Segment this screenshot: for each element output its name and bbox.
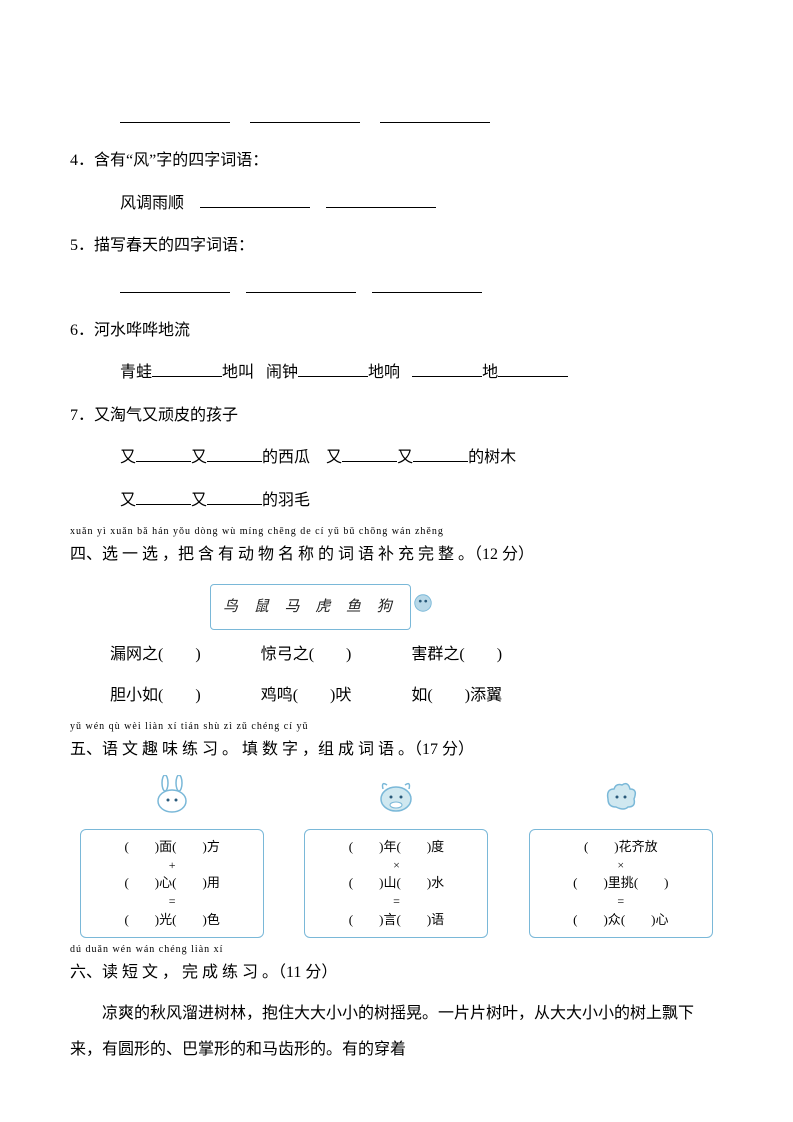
section6-passage: 凉爽的秋风溜进树林，抱住大大小小的树摇晃。一片片树叶，从大大小小的树上飘下来，有… [70,996,723,1066]
section5-heading: yǔ wén qù wèi liàn xí tián shù zì zǔ ché… [70,731,723,769]
section4-points: （12 分） [474,546,534,563]
blank[interactable] [326,191,436,208]
blank[interactable] [412,360,482,377]
q5-number: 5． [70,237,94,254]
blank[interactable] [207,488,262,505]
q4-title: 4．含有“风”字的四字词语： [70,142,723,180]
section4-row2: 胆小如( ) 鸡鸣( )吠 如( )添翼 [70,677,723,715]
blank[interactable] [120,276,230,293]
math-box-2: ( )年( )度 × ( )山( )水 = ( )言( )语 [304,829,488,938]
wordbank-icon [412,587,434,630]
blank[interactable] [200,191,310,208]
section4-wordbank: 鸟 鼠 马 虎 鱼 狗 [210,584,411,630]
blank[interactable] [136,488,191,505]
blank[interactable] [372,276,482,293]
math-box-3: ( )花齐放 × ( )里挑( ) = ( )众( )心 [529,829,713,938]
blank[interactable] [136,445,191,462]
blank[interactable] [207,445,262,462]
q7-r2: 的羽毛 [262,492,310,509]
q7-row2: 又 又 的羽毛 [70,482,723,520]
blank[interactable] [413,445,468,462]
blank[interactable] [246,276,356,293]
blank[interactable] [380,106,490,123]
math-col-2: ( )年( )度 × ( )山( )水 = ( )言( )语 [294,775,498,937]
q6-w4: 地响 [368,364,400,381]
q5-text: 描写春天的四字词语： [94,237,254,254]
section5-label: 五、语 文 趣 味 练 习 。 填 数 字 ，组 成 词 语 。 [70,741,414,758]
you: 又 [397,449,413,466]
fill-item: 害群之( ) [411,636,502,674]
sheep-icon [600,775,642,813]
q5-answers [70,270,723,308]
q6-answers: 青蛙 地叫 闹钟 地响 地 [70,354,723,392]
q4-answers: 风调雨顺 [70,185,723,223]
q6-w3: 闹钟 [266,364,298,381]
fill-item: 惊弓之( ) [261,636,352,674]
section5-points: （17 分） [414,741,474,758]
fill-item: 鸡鸣( )吠 [261,677,352,715]
blank[interactable] [120,106,230,123]
q4-number: 4． [70,152,94,169]
q6-w1: 青蛙 [120,364,152,381]
q6-w5: 地 [482,364,498,381]
section4-wordbank-wrap: 鸟 鼠 马 虎 鱼 狗 [70,578,723,636]
you: 又 [191,492,207,509]
blank[interactable] [152,360,222,377]
math-box-1: ( )面( )方 + ( )心( )用 = ( )光( )色 [80,829,264,938]
q6-title: 6．河水哗哗地流 [70,312,723,350]
q7-title: 7．又淘气又顽皮的孩子 [70,397,723,435]
you: 又 [326,449,342,466]
q3-blank-row [70,100,723,138]
section6-points: （11 分） [278,964,337,981]
q4-example: 风调雨顺 [120,195,184,212]
q5-title: 5．描写春天的四字词语： [70,227,723,265]
section5-boxes: ( )面( )方 + ( )心( )用 = ( )光( )色 ( )年( )度 … [70,775,723,937]
q6-w2: 地叫 [222,364,254,381]
section4-row1: 漏网之( ) 惊弓之( ) 害群之( ) [70,636,723,674]
section6-heading: dú duǎn wén wán chéng liàn xí 六、读 短 文 ， … [70,954,723,992]
q7-r1a: 的西瓜 [262,449,310,466]
q7-text: 又淘气又顽皮的孩子 [94,407,238,424]
section4-label: 四、选 一 选 ，把 含 有 动 物 名 称 的 词 语 补 充 完 整 。 [70,546,474,563]
rabbit-icon [151,775,193,813]
blank[interactable] [342,445,397,462]
q6-text: 河水哗哗地流 [94,322,190,339]
wordbank-text: 鸟 鼠 马 虎 鱼 狗 [223,599,398,615]
cow-icon [375,775,417,813]
q7-number: 7． [70,407,94,424]
math-col-3: ( )花齐放 × ( )里挑( ) = ( )众( )心 [519,775,723,937]
q6-number: 6． [70,322,94,339]
blank[interactable] [250,106,360,123]
math-col-1: ( )面( )方 + ( )心( )用 = ( )光( )色 [70,775,274,937]
fill-item: 胆小如( ) [110,677,201,715]
fill-item: 漏网之( ) [110,636,201,674]
blank[interactable] [298,360,368,377]
section6-label: 六、读 短 文 ， 完 成 练 习 。 [70,964,278,981]
you: 又 [191,449,207,466]
section4-pinyin: xuǎn yì xuǎn bǎ hán yǒu dòng wù míng chē… [70,520,444,544]
fill-item: 如( )添翼 [411,677,502,715]
worksheet-page: 4．含有“风”字的四字词语： 风调雨顺 5．描写春天的四字词语： 6．河水哗哗地… [0,0,793,1117]
you: 又 [120,492,136,509]
blank[interactable] [498,360,568,377]
q7-r1b: 的树木 [468,449,516,466]
section4-heading: xuǎn yì xuǎn bǎ hán yǒu dòng wù míng chē… [70,536,723,574]
q7-row1: 又又的西瓜 又又的树木 [70,439,723,477]
section6-pinyin: dú duǎn wén wán chéng liàn xí [70,938,223,962]
you: 又 [120,449,136,466]
q4-text: 含有“风”字的四字词语： [94,152,268,169]
section5-pinyin: yǔ wén qù wèi liàn xí tián shù zì zǔ ché… [70,715,309,739]
